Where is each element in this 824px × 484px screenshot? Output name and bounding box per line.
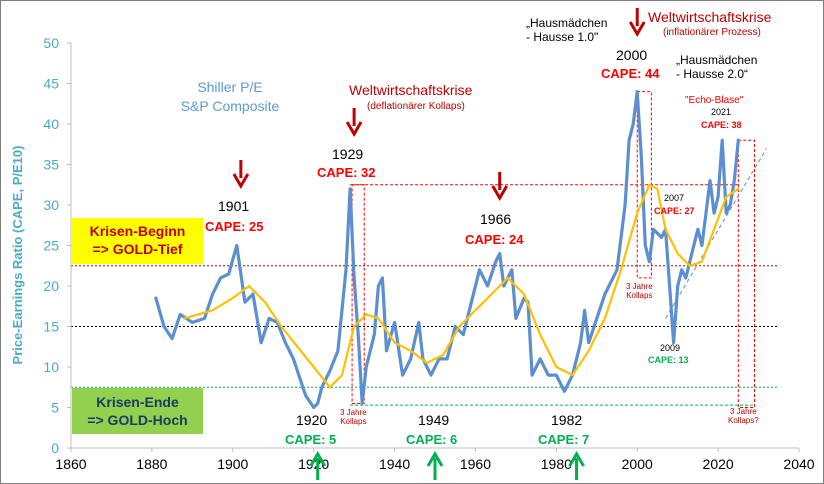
crisis-start-line2: => GOLD-Tief bbox=[92, 241, 183, 257]
x-tick-label: 2000 bbox=[622, 456, 653, 472]
up-arrow-head bbox=[426, 451, 444, 467]
label-1901-year: 1901 bbox=[218, 198, 250, 214]
y-tick-label: 45 bbox=[43, 76, 59, 92]
label-2000-cape: CAPE: 44 bbox=[601, 66, 660, 81]
crisis-end-box: Krisen-Ende => GOLD-Hoch bbox=[72, 388, 203, 434]
y-tick-label: 5 bbox=[51, 400, 59, 416]
collapse-1929-line2: Kollaps bbox=[340, 417, 367, 426]
y-tick-label: 15 bbox=[43, 319, 59, 335]
down-arrow-head bbox=[628, 21, 646, 37]
label-1929-year: 1929 bbox=[332, 146, 364, 162]
label-2009-cape: CAPE: 13 bbox=[648, 355, 689, 365]
collapse-2000-label: 3 Jahre Kollaps bbox=[626, 282, 653, 300]
y-tick-label: 20 bbox=[43, 278, 59, 294]
y-tick-label: 10 bbox=[43, 359, 59, 375]
collapse-2025-label: 3 Jahre Kollaps? bbox=[728, 407, 759, 425]
x-tick-label: 1900 bbox=[217, 456, 248, 472]
y-tick-label: 30 bbox=[43, 197, 59, 213]
down-arrow-head bbox=[491, 185, 509, 201]
hausse1-label: „Hausmädchen - Hausse 1.0" bbox=[526, 16, 607, 44]
label-2009-year: 2009 bbox=[660, 343, 681, 353]
collapse-2000-line1: 3 Jahre bbox=[626, 282, 653, 291]
label-1966-cape: CAPE: 24 bbox=[465, 232, 524, 247]
crisis2-title: Weltwirtschaftskrise bbox=[648, 9, 772, 25]
label-1966-year: 1966 bbox=[480, 211, 512, 227]
label-1901-cape: CAPE: 25 bbox=[205, 219, 264, 234]
collapse-2000-line2: Kollaps bbox=[626, 291, 653, 300]
label-2000-year: 2000 bbox=[616, 47, 648, 63]
label-1949-cape: CAPE: 6 bbox=[406, 432, 458, 447]
y-tick-label: 40 bbox=[43, 116, 59, 132]
crisis2-subtitle: (inflationärer Prozess) bbox=[663, 27, 761, 38]
series-label-line2: S&P Composite bbox=[180, 98, 280, 114]
y-tick-label: 50 bbox=[43, 35, 59, 51]
x-tick-label: 2040 bbox=[783, 456, 814, 472]
hausse1-line1: „Hausmädchen bbox=[526, 16, 608, 30]
x-tick-label: 1960 bbox=[460, 456, 491, 472]
hausse2-label: „Hausmädchen - Hausse 2.0“ bbox=[676, 53, 757, 81]
series-label-line1: Shiller P/E bbox=[197, 79, 263, 95]
trend-extrapolation-line bbox=[665, 148, 768, 319]
series-label: Shiller P/E S&P Composite bbox=[170, 78, 290, 116]
label-1982-cape: CAPE: 7 bbox=[538, 432, 590, 447]
crisis-end-line2: => GOLD-Hoch bbox=[87, 412, 188, 428]
up-arrow-head bbox=[309, 451, 327, 467]
label-2021-cape: CAPE: 38 bbox=[701, 120, 742, 130]
x-tick-label: 1880 bbox=[136, 456, 167, 472]
x-tick-label: 1860 bbox=[55, 456, 86, 472]
crisis-start-box: Krisen-Beginn => GOLD-Tief bbox=[72, 218, 203, 264]
collapse-2025-line1: 3 Jahre bbox=[730, 407, 757, 416]
y-tick-label: 35 bbox=[43, 157, 59, 173]
collapse-box-kollaps_1929 bbox=[351, 184, 365, 404]
collapse-2025-line2: Kollaps? bbox=[728, 416, 759, 425]
label-2007-cape: CAPE: 27 bbox=[654, 206, 695, 216]
collapse-1929-line1: 3 Jahre bbox=[340, 408, 367, 417]
collapse-1929-label: 3 Jahre Kollaps bbox=[340, 408, 367, 426]
label-1929-cape: CAPE: 32 bbox=[317, 165, 376, 180]
x-tick-label: 1980 bbox=[541, 456, 572, 472]
trend-series-line bbox=[183, 183, 740, 389]
crisis-end-line1: Krisen-Ende bbox=[96, 394, 179, 410]
label-1920-year: 1920 bbox=[296, 412, 328, 428]
collapse-box-kollaps_2025 bbox=[737, 139, 756, 408]
crisis1-title: Weltwirtschaftskrise bbox=[349, 82, 473, 98]
hausse2-line1: „Hausmädchen bbox=[676, 53, 758, 67]
label-1949-year: 1949 bbox=[418, 412, 450, 428]
cape-series-line bbox=[154, 90, 740, 410]
label-1982-year: 1982 bbox=[551, 412, 583, 428]
hausse1-line2: - Hausse 1.0" bbox=[526, 30, 599, 44]
y-tick-label: 0 bbox=[51, 440, 59, 456]
label-2021-year: 2021 bbox=[711, 107, 732, 117]
label-1920-cape: CAPE: 5 bbox=[285, 432, 337, 447]
label-2007-year: 2007 bbox=[664, 193, 685, 203]
x-tick-label: 1940 bbox=[379, 456, 410, 472]
hausse2-line2: - Hausse 2.0“ bbox=[676, 67, 749, 81]
crisis-start-line1: Krisen-Beginn bbox=[89, 223, 186, 239]
y-axis-label: Price-Earnings Ratio (CAPE, P/E10) bbox=[10, 146, 25, 365]
x-tick-label: 2020 bbox=[703, 456, 734, 472]
y-tick-label: 25 bbox=[43, 238, 59, 254]
down-arrow-head bbox=[345, 121, 363, 137]
echo-bubble-label: "Echo-Blase" bbox=[685, 95, 744, 106]
crisis1-subtitle: (deflationärer Kollaps) bbox=[367, 101, 465, 112]
up-arrow-head bbox=[568, 451, 585, 467]
down-arrow-head bbox=[232, 173, 250, 189]
